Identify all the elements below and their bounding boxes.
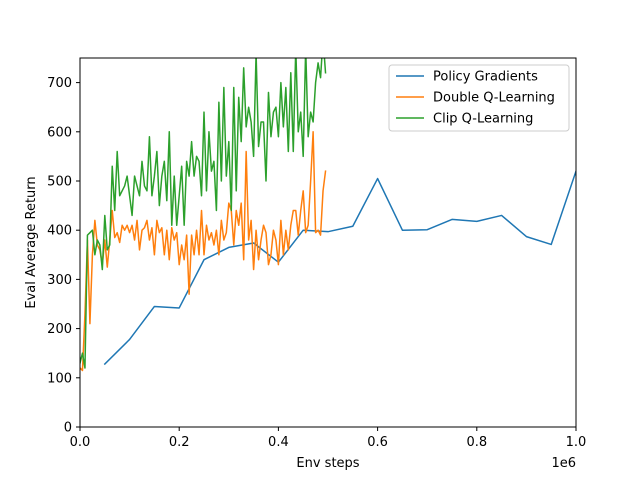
x-tick-label: 0.8 [466,435,487,450]
plot-frame [79,57,577,428]
legend-frame [388,64,570,132]
y-tick-label: 700 [47,76,72,91]
y-axis-ticks: 0 100 200 300 400 500 600 700 [47,76,80,436]
x-axis-offset-label: 1e6 [551,456,576,471]
x-tick-label: 0.2 [169,435,190,450]
y-tick-label: 100 [47,371,72,386]
x-tick-label: 0.0 [70,435,91,450]
series-line-clip-q-learning [80,58,327,369]
series-line-policy-gradients [103,170,576,366]
y-tick-label: 300 [47,273,72,288]
x-tick-label: 0.6 [367,435,388,450]
series-layer [80,58,576,372]
y-tick-label: 400 [47,224,72,239]
y-tick-label: 200 [47,322,72,337]
y-tick-label: 600 [47,125,72,140]
x-tick-label: 0.4 [268,435,289,450]
legend-label-double-q-learning: Double Q-Learning [433,91,555,106]
legend-label-clip-q-learning: Clip Q-Learning [433,112,533,127]
legend: Policy Gradients Double Q-Learning Clip Q-… [388,64,570,132]
legend-label-policy-gradients: Policy Gradients [433,70,538,85]
x-axis-ticks: 0.0 0.2 0.4 0.6 0.8 1.0 [70,427,587,450]
y-axis-label: Eval Average Return [24,176,39,308]
y-tick-label: 500 [47,175,72,190]
x-tick-label: 1.0 [566,435,587,450]
series-line-double-q-learning [80,131,327,372]
y-tick-label: 0 [64,421,72,436]
x-axis-label: Env steps [296,456,359,471]
